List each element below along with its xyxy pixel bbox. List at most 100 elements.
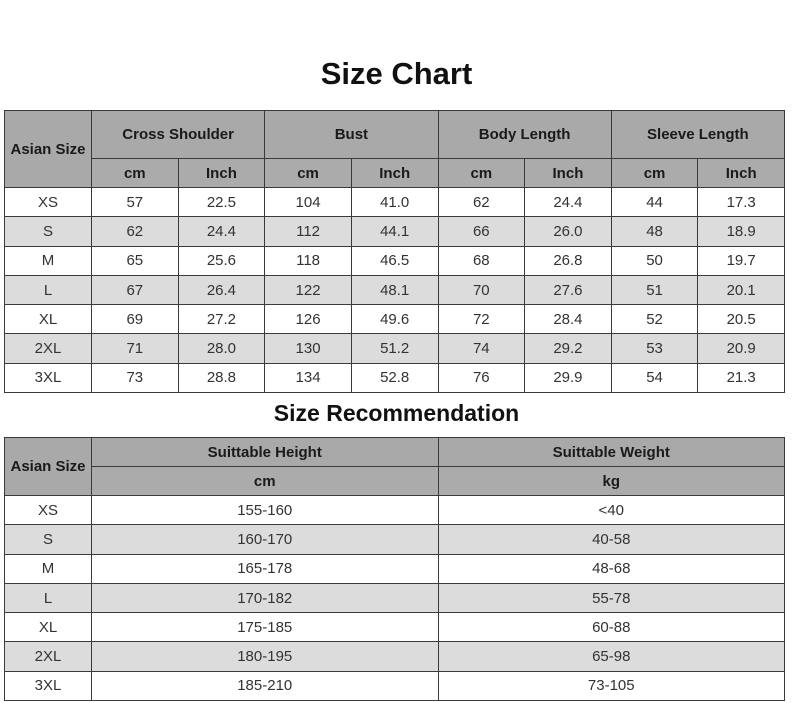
value-cell: 51.2 [350, 333, 439, 364]
value-cell: 170-182 [91, 582, 439, 614]
table-row: L 67 26.4 122 48.1 70 27.6 51 20.1 [4, 274, 785, 306]
header-row: Asian Size Suittable Height Suittable Weig… [4, 437, 785, 496]
unit-header: cm [91, 158, 179, 188]
table-row: 2XL 71 28.0 130 51.2 74 29.2 53 20.9 [4, 333, 785, 364]
value-cell: 24.4 [177, 216, 266, 247]
unit-header: cm [264, 158, 352, 188]
size-cell: 2XL [4, 641, 92, 672]
value-cell: 175-185 [91, 612, 439, 643]
unit-header: cm [610, 158, 699, 188]
value-cell: 130 [264, 333, 352, 364]
value-cell: 52 [610, 304, 699, 335]
value-cell: 53 [610, 333, 699, 364]
value-cell: 112 [264, 216, 352, 247]
value-cell: 68 [437, 245, 526, 276]
group-header: Bust [264, 110, 439, 159]
value-cell: 155-160 [91, 494, 439, 526]
value-cell: 71 [91, 333, 179, 364]
value-cell: 27.2 [177, 304, 266, 335]
size-cell: XS [4, 494, 92, 526]
value-cell: 74 [437, 333, 526, 364]
value-cell: 73 [91, 362, 179, 394]
size-cell: XL [4, 304, 92, 335]
table-row: L 170-182 55-78 [4, 582, 785, 614]
value-cell: 48 [610, 216, 699, 247]
value-cell: 26.4 [177, 274, 266, 306]
value-cell: 22.5 [177, 186, 266, 218]
size-cell: 3XL [4, 362, 92, 394]
value-cell: 20.1 [697, 274, 785, 306]
value-cell: 48-68 [437, 553, 785, 584]
value-cell: 67 [91, 274, 179, 306]
value-cell: 76 [437, 362, 526, 394]
size-cell: L [4, 274, 92, 306]
size-cell: XS [4, 186, 92, 218]
size-cell: M [4, 553, 92, 584]
value-cell: 46.5 [350, 245, 439, 276]
size-cell: XL [4, 612, 92, 643]
value-cell: 25.6 [177, 245, 266, 276]
group-header: Body Length [437, 110, 612, 159]
size-chart-table: Asian Size Cross Shoulder Bust Body Length S… [4, 110, 786, 394]
unit-header: Inch [177, 158, 266, 188]
unit-row: cm Inch cm Inch cm Inch cm Inch [5, 158, 785, 188]
value-cell: 24.4 [524, 186, 612, 218]
value-cell: 28.8 [177, 362, 266, 394]
group-header: Suittable Height [91, 437, 439, 467]
value-cell: 28.0 [177, 333, 266, 364]
size-cell: M [4, 245, 92, 276]
group-header: Cross Shoulder [90, 110, 266, 159]
table-row: XL 69 27.2 126 49.6 72 28.4 52 20.5 [4, 304, 785, 335]
value-cell: 60-88 [437, 612, 785, 643]
value-cell: 44 [610, 186, 699, 218]
value-cell: 52.8 [350, 362, 439, 394]
value-cell: 185-210 [91, 670, 439, 702]
value-cell: 165-178 [91, 553, 439, 584]
value-cell: 62 [91, 216, 179, 247]
value-cell: 27.6 [524, 274, 612, 306]
unit-header: Inch [524, 158, 612, 188]
value-cell: 28.4 [524, 304, 612, 335]
value-cell: 54 [610, 362, 699, 394]
value-cell: 26.8 [524, 245, 612, 276]
unit-row: cm kg [5, 466, 785, 496]
value-cell: 19.7 [697, 245, 785, 276]
size-cell: 2XL [4, 333, 92, 364]
size-cell: S [4, 524, 92, 555]
value-cell: 50 [610, 245, 699, 276]
value-cell: 44.1 [350, 216, 439, 247]
size-cell: L [4, 582, 92, 614]
value-cell: 70 [437, 274, 526, 306]
size-cell: S [4, 216, 92, 247]
value-cell: 20.9 [697, 333, 785, 364]
table-row: 3XL 73 28.8 134 52.8 76 29.9 54 21.3 [4, 362, 785, 394]
value-cell: 48.1 [350, 274, 439, 306]
size-chart-title: Size Chart [320, 56, 473, 91]
value-cell: 122 [264, 274, 352, 306]
value-cell: 118 [264, 245, 352, 276]
size-recommendation-table: Asian Size Suittable Height Suittable Weig… [4, 437, 785, 702]
size-recommendation-title: Size Recommendation [273, 400, 520, 426]
size-column-header: Asian Size [4, 437, 92, 496]
value-cell: 29.2 [524, 333, 612, 364]
value-cell: 26.0 [524, 216, 612, 247]
unit-header: kg [437, 466, 785, 496]
value-cell: 180-195 [91, 641, 439, 672]
value-cell: 160-170 [91, 524, 439, 555]
value-cell: 126 [264, 304, 352, 335]
group-header: Suittable Weight [437, 437, 785, 467]
table-row: M 65 25.6 118 46.5 68 26.8 50 19.7 [4, 245, 785, 276]
unit-header: cm [437, 158, 526, 188]
size-cell: 3XL [4, 670, 92, 702]
value-cell: 134 [264, 362, 352, 394]
size-column-header: Asian Size [4, 110, 92, 188]
unit-header: cm [91, 466, 439, 496]
value-cell: 65-98 [437, 641, 785, 672]
value-cell: 21.3 [697, 362, 785, 394]
value-cell: 51 [610, 274, 699, 306]
header-row: Asian Size Cross Shoulder Bust Body Length S… [4, 110, 786, 188]
value-cell: 62 [437, 186, 526, 218]
value-cell: 69 [91, 304, 179, 335]
value-cell: 29.9 [524, 362, 612, 394]
value-cell: 40-58 [437, 524, 785, 555]
